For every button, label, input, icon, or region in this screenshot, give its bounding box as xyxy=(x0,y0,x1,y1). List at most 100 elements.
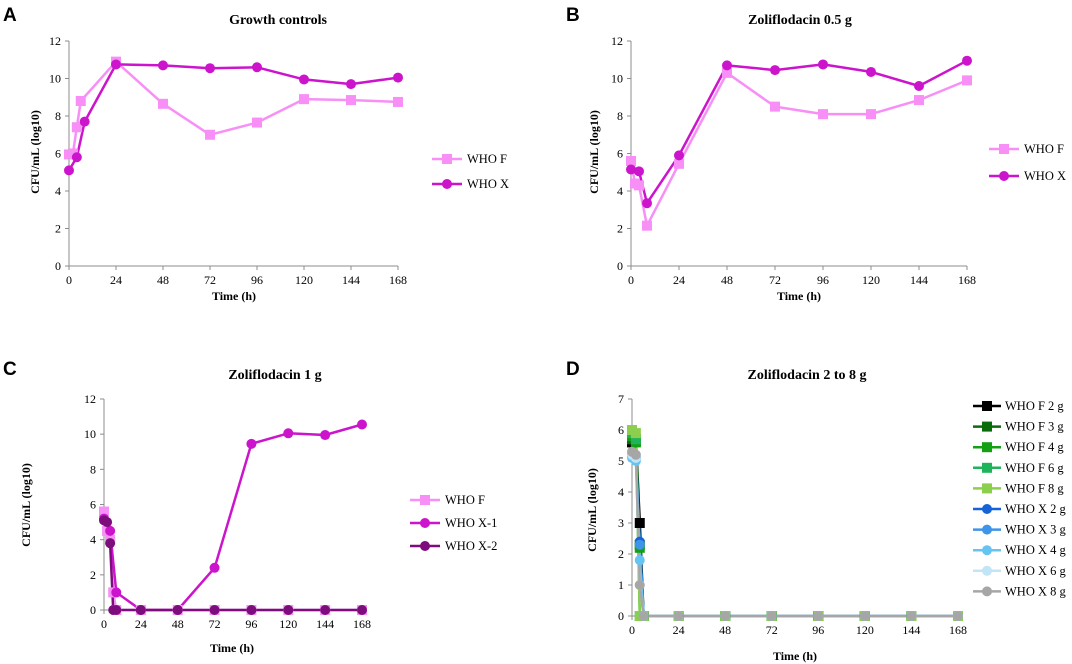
series-who-x-marker xyxy=(770,65,780,76)
panel-a: A Growth controls CFU/mL (log10) Time (h… xyxy=(3,5,509,303)
panel-d-legend-who-f-3-g: WHO F 3 g xyxy=(1005,420,1064,434)
x-tick-label: 96 xyxy=(251,273,263,287)
y-tick-label: 8 xyxy=(55,109,61,123)
series-who-x-8-g-marker xyxy=(673,611,684,621)
x-tick-label: 120 xyxy=(295,273,313,287)
x-tick-label: 24 xyxy=(110,273,122,287)
x-tick-label: 72 xyxy=(209,617,221,631)
y-tick-label: 7 xyxy=(618,392,624,406)
panel-d-legend-who-x-2-g-swatch-marker xyxy=(982,504,992,514)
panel-b-legend-who-x: WHO X xyxy=(1024,169,1066,183)
x-tick-label: 96 xyxy=(812,623,824,637)
series-who-f-2-g-line xyxy=(631,438,958,618)
series-who-f-3-g-line xyxy=(631,438,958,618)
series-who-x-8-g-marker xyxy=(953,611,963,621)
y-tick-label: 10 xyxy=(84,427,96,441)
panel-c-xlabel: Time (h) xyxy=(210,641,254,655)
x-tick-label: 144 xyxy=(902,623,920,637)
series-who-x-marker xyxy=(722,60,732,71)
series-who-f-2-g-marker xyxy=(634,518,645,528)
series-who-x-marker xyxy=(71,152,82,163)
y-tick-label: 2 xyxy=(55,222,61,236)
y-tick-label: 4 xyxy=(617,184,623,198)
series-who-f-line xyxy=(68,60,399,156)
x-tick-label: 168 xyxy=(958,273,976,287)
y-tick-label: 2 xyxy=(90,568,96,582)
series-who-x-8-g-marker xyxy=(766,611,777,621)
series-who-f-marker xyxy=(866,109,876,120)
series-who-x-1-marker xyxy=(320,430,331,441)
series-who-x-8-g-marker xyxy=(634,580,645,590)
x-tick-label: 72 xyxy=(769,273,781,287)
series-who-f-4-g-line xyxy=(630,435,958,618)
series-who-f-marker xyxy=(99,506,109,517)
panel-d-legend-who-f-4-g: WHO F 4 g xyxy=(1005,440,1064,454)
legend-swatch-circle xyxy=(999,171,1009,181)
series-who-f-marker xyxy=(722,67,732,78)
y-tick-label: 12 xyxy=(611,34,623,48)
series-who-x-1-marker xyxy=(105,525,116,536)
x-tick-label: 96 xyxy=(245,617,257,631)
series-who-x-marker xyxy=(393,72,403,83)
panel-d-ylabel: CFU/mL (log10) xyxy=(585,468,599,552)
y-tick-label: 4 xyxy=(90,533,96,547)
x-tick-label: 0 xyxy=(66,273,72,287)
series-who-f-8-g-marker xyxy=(630,428,641,439)
series-who-x-8-g-marker xyxy=(638,611,649,621)
panel-a-letter: A xyxy=(3,5,17,26)
series-who-x-1-marker xyxy=(246,438,257,449)
x-tick-label: 0 xyxy=(101,617,107,631)
panel-a-legend: WHO F WHO X xyxy=(432,152,509,191)
y-tick-label: 2 xyxy=(617,222,623,236)
series-who-x-marker xyxy=(626,164,636,175)
series-who-x-4-g-line xyxy=(631,456,958,618)
legend-swatch-circle xyxy=(442,179,452,189)
y-tick-label: 10 xyxy=(49,72,61,86)
series-who-f-marker xyxy=(914,95,924,106)
panel-d-legend-who-f-6-g-swatch-marker xyxy=(982,462,992,473)
series-who-x-2-g-line xyxy=(631,453,958,618)
series-who-f-6-g-marker xyxy=(630,434,641,445)
series-who-x-2-marker xyxy=(320,605,331,615)
y-tick-label: 4 xyxy=(618,485,624,499)
series-who-f-marker xyxy=(75,96,86,106)
series-who-x-line xyxy=(67,63,399,172)
panel-d-legend: WHO F 2 g WHO F 3 g WHO F 4 g WHO F 6 g WHO … xyxy=(973,399,1067,598)
series-who-x-marker xyxy=(111,59,121,70)
series-who-x-8-g-marker xyxy=(630,449,641,460)
panel-d-legend-who-f-2-g: WHO F 2 g xyxy=(1005,399,1064,413)
panel-c-legend-who-f: WHO F xyxy=(445,493,485,507)
panel-d-legend-who-x-6-g: WHO X 6 g xyxy=(1005,564,1067,578)
series-who-x-marker xyxy=(79,116,90,127)
series-who-f-line xyxy=(102,511,362,612)
x-tick-label: 48 xyxy=(721,273,733,287)
panel-c: C Zoliflodacin 1 g CFU/mL (log10) Time (… xyxy=(3,359,497,655)
series-who-x-8-g-marker xyxy=(859,611,870,621)
series-who-x-8-g-line xyxy=(631,450,958,618)
series-who-x-8-g-marker xyxy=(813,611,824,621)
panel-d-legend-who-f-8-g-swatch-marker xyxy=(982,483,992,494)
panel-b-letter: B xyxy=(566,5,580,26)
series-who-x-marker xyxy=(299,74,309,85)
series-who-f-marker xyxy=(770,101,780,112)
panel-d-legend-who-f-6-g: WHO F 6 g xyxy=(1005,461,1064,475)
series-who-x-2-marker xyxy=(111,605,122,615)
panel-a-ylabel: CFU/mL (log10) xyxy=(28,110,42,194)
series-who-x-2-marker xyxy=(283,605,294,615)
legend-swatch-circle xyxy=(420,518,430,528)
panel-d-legend-who-x-2-g: WHO X 2 g xyxy=(1005,502,1067,516)
series-who-x-2-marker xyxy=(172,605,183,615)
panel-a-title: Growth controls xyxy=(229,13,327,28)
series-who-x-3-g-line xyxy=(631,455,958,618)
x-tick-label: 72 xyxy=(204,273,216,287)
series-who-x-8-g-marker xyxy=(906,611,917,621)
panel-d-legend-who-x-4-g: WHO X 4 g xyxy=(1005,543,1067,557)
legend-swatch-circle xyxy=(420,541,430,551)
x-tick-label: 24 xyxy=(673,273,685,287)
panel-b: B Zoliflodacin 0.5 g CFU/mL (log10) Time… xyxy=(566,5,1066,303)
x-tick-label: 48 xyxy=(719,623,731,637)
x-tick-label: 24 xyxy=(135,617,147,631)
panel-d: D Zoliflodacin 2 to 8 g CFU/mL (log10) T… xyxy=(566,359,1067,663)
y-tick-label: 5 xyxy=(618,454,624,468)
